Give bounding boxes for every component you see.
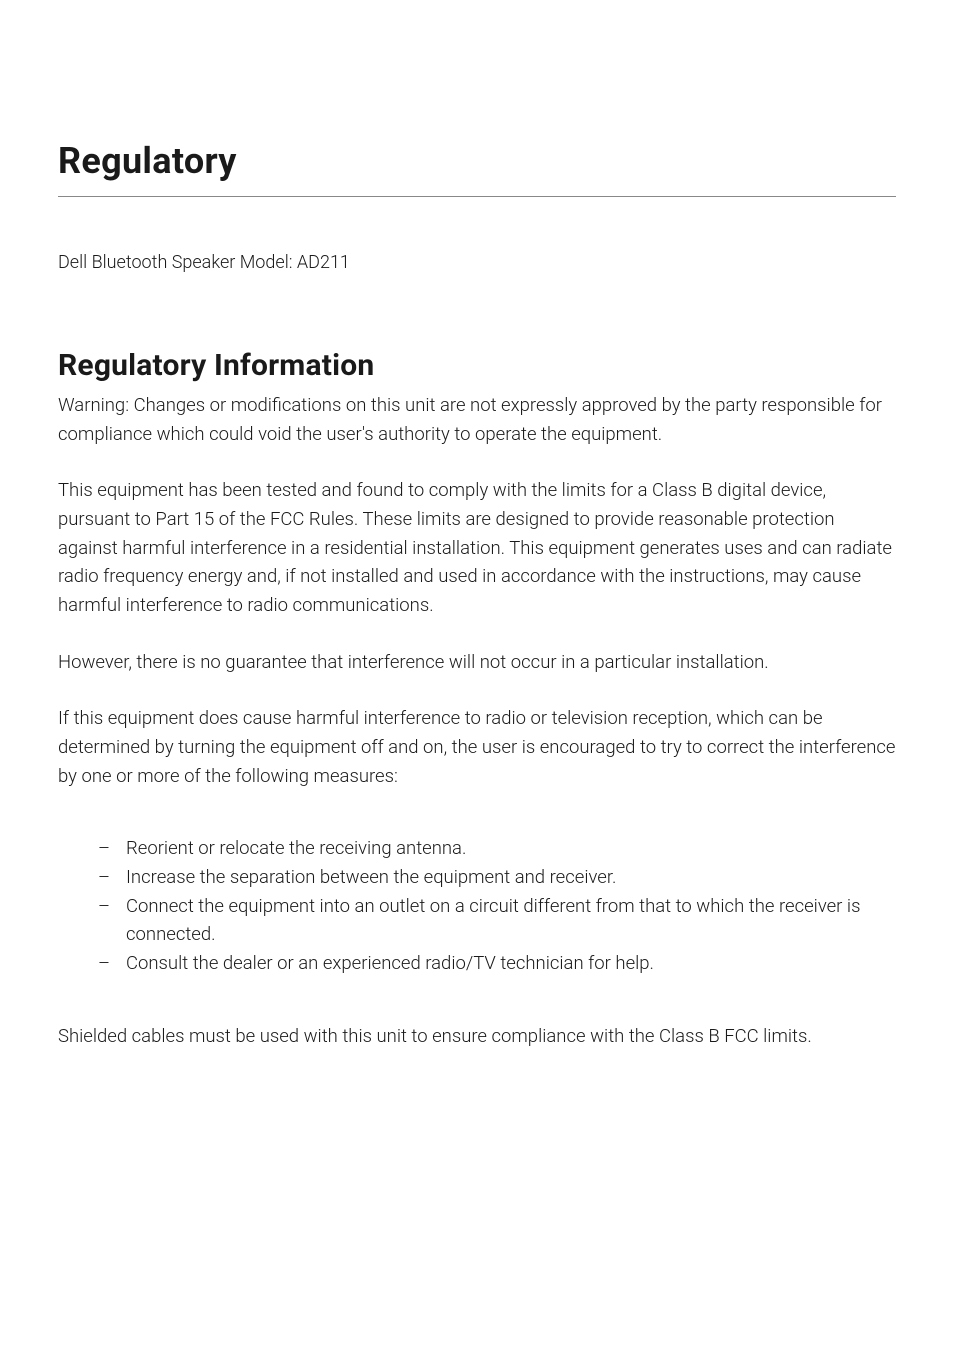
interference-text: If this equipment does cause harmful int… — [58, 704, 896, 790]
page-title: Regulatory — [58, 140, 896, 197]
compliance-text: This equipment has been tested and found… — [58, 476, 896, 619]
section-title: Regulatory Information — [58, 348, 896, 383]
list-item: Consult the dealer or an experienced rad… — [98, 949, 896, 978]
warning-text: Warning: Changes or modifications on thi… — [58, 391, 896, 448]
measures-list: Reorient or relocate the receiving anten… — [58, 834, 896, 977]
list-item: Connect the equipment into an outlet on … — [98, 892, 896, 949]
guarantee-text: However, there is no guarantee that inte… — [58, 648, 896, 677]
shielded-text: Shielded cables must be used with this u… — [58, 1022, 896, 1051]
model-info: Dell Bluetooth Speaker Model: AD211 — [58, 249, 896, 276]
list-item: Increase the separation between the equi… — [98, 863, 896, 892]
list-item: Reorient or relocate the receiving anten… — [98, 834, 896, 863]
